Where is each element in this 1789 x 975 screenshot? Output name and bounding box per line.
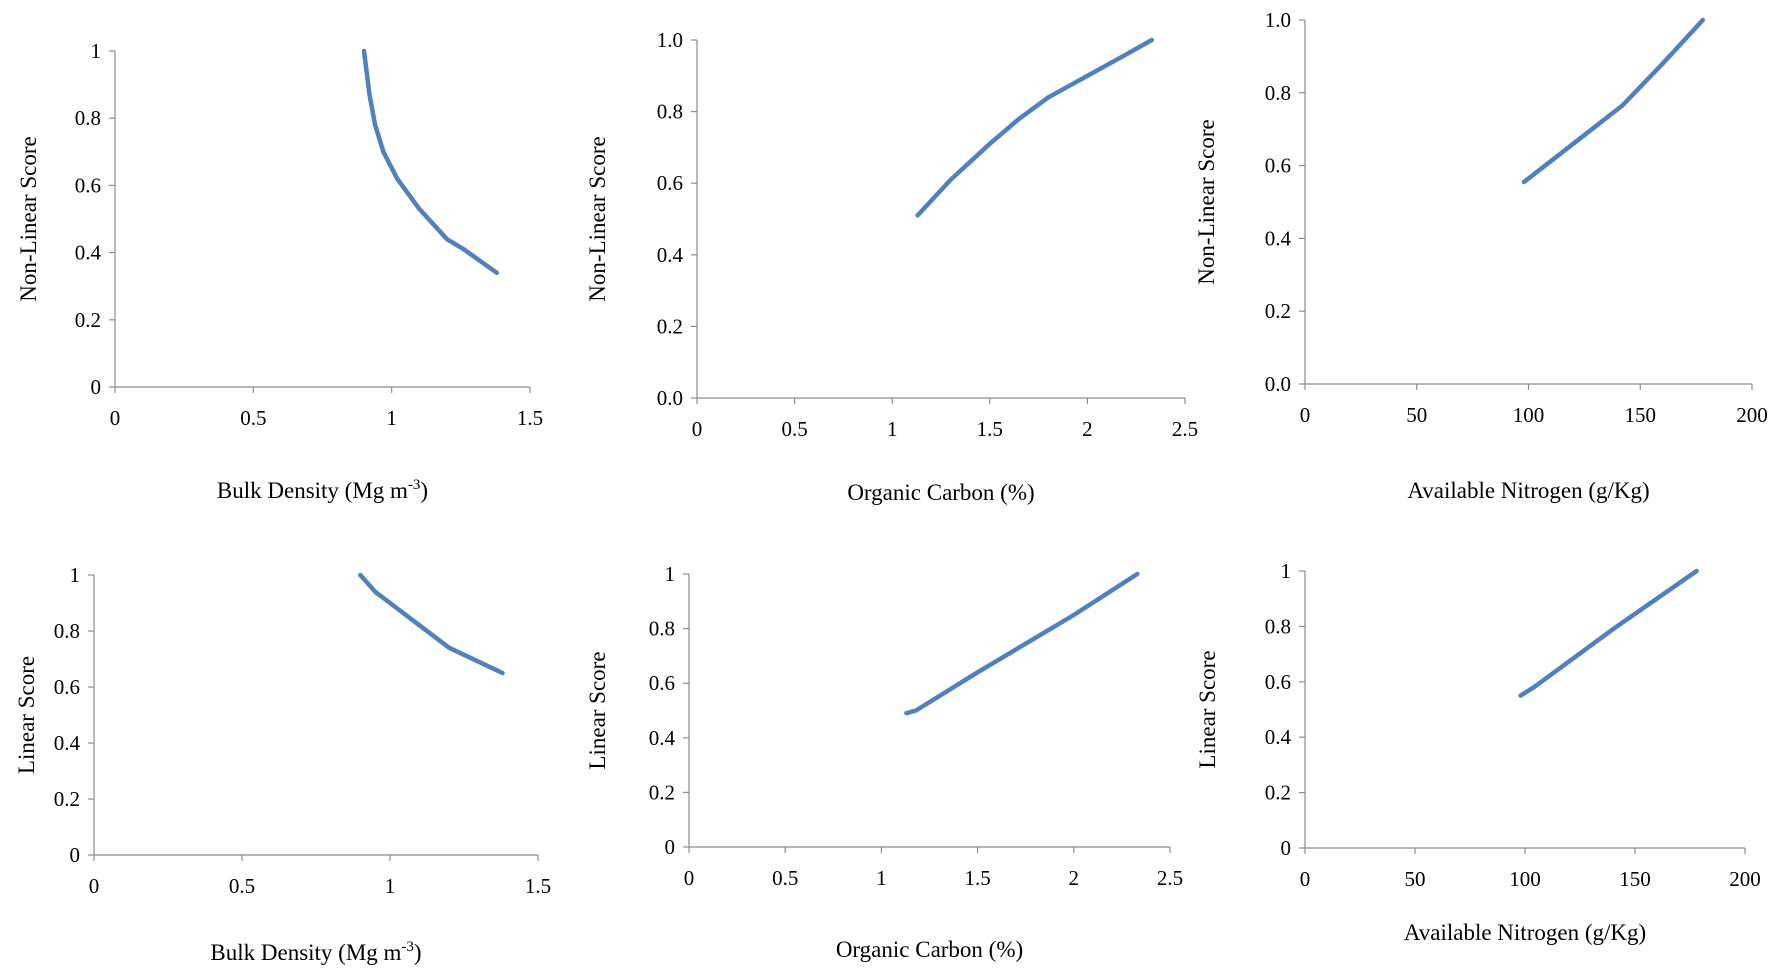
y-tick-label: 0.2 <box>1265 781 1291 805</box>
y-tick-label: 0 <box>70 843 81 867</box>
x-tick-label: 0 <box>692 417 703 441</box>
x-tick-label: 0.5 <box>229 874 255 898</box>
chart-panel-1: 0 0.2 0.4 0.6 0.8 1 0 0.5 1 1.5 Non-Linear Score Bu… <box>16 39 543 503</box>
chart-panel-4: 0 0.2 0.4 0.6 0.8 1 0 0.5 1 1.5 Linear Score Bulk D… <box>14 563 551 965</box>
y-axis-title: Non-Linear Score <box>16 136 41 301</box>
x-tick-label: 2 <box>1069 866 1080 890</box>
x-axis-title: Available Nitrogen (g/Kg) <box>1407 478 1649 503</box>
chart-panel-6: 0 0.2 0.4 0.6 0.8 1 0 50 100 150 200 Linear Score Av… <box>1195 559 1761 945</box>
y-tick-label: 1 <box>1281 559 1292 583</box>
series-line <box>1518 568 1699 698</box>
x-tick-label: 2 <box>1082 417 1093 441</box>
x-tick-label: 1.5 <box>964 866 990 890</box>
x-tick-label: 50 <box>1405 867 1426 891</box>
y-tick-label: 0 <box>91 375 102 399</box>
x-tick-label: 1 <box>385 874 396 898</box>
y-axis-title: Non-Linear Score <box>1194 119 1219 284</box>
y-tick-label: 1 <box>665 562 676 586</box>
y-tick-label: 0.4 <box>649 726 676 750</box>
x-axis-title: Organic Carbon (%) <box>847 480 1034 505</box>
y-tick-label: 0.4 <box>1265 725 1292 749</box>
y-tick-label: 0.0 <box>1265 372 1291 396</box>
y-tick-label: 0.8 <box>54 619 80 643</box>
x-tick-label: 1.5 <box>517 406 543 430</box>
chart-panel-5: 0 0.2 0.4 0.6 0.8 1 0 0.5 1 1.5 2 2.5 Linear Score Or… <box>585 562 1183 962</box>
x-tick-label: 1 <box>386 406 397 430</box>
x-tick-label: 150 <box>1619 867 1651 891</box>
y-tick-label: 0.8 <box>1265 81 1291 105</box>
series-line <box>915 37 1155 218</box>
y-tick-label: 0.0 <box>657 386 683 410</box>
x-axis-title-superscript: -3 <box>401 939 414 955</box>
y-tick-label: 0.4 <box>75 241 102 265</box>
y-tick-label: 0.2 <box>657 314 683 338</box>
x-axis-title: Available Nitrogen (g/Kg) <box>1404 920 1646 945</box>
series-line <box>904 571 1140 716</box>
y-tick-label: 1 <box>70 563 81 587</box>
x-axis-title: Bulk Density (Mg m-3) <box>210 939 421 965</box>
y-tick-label: 0.8 <box>657 100 683 124</box>
y-tick-label: 0.6 <box>75 173 101 197</box>
series-line <box>1521 17 1706 185</box>
x-axis-title: Bulk Density (Mg m-3) <box>217 477 428 503</box>
y-tick-label: 0.6 <box>1265 670 1291 694</box>
x-tick-label: 1.5 <box>977 417 1003 441</box>
x-tick-label: 0.5 <box>240 406 266 430</box>
series-line <box>361 48 500 276</box>
x-tick-label: 2.5 <box>1157 866 1183 890</box>
series-line <box>358 572 505 676</box>
x-tick-label: 2.5 <box>1172 417 1198 441</box>
y-axis-title: Linear Score <box>585 651 610 769</box>
x-tick-label: 0 <box>1300 403 1311 427</box>
y-tick-label: 1.0 <box>657 28 683 52</box>
y-tick-label: 0.6 <box>657 171 683 195</box>
x-tick-label: 100 <box>1509 867 1541 891</box>
y-tick-label: 0.2 <box>75 308 101 332</box>
y-tick-label: 0 <box>665 835 676 859</box>
y-tick-label: 1 <box>91 39 102 63</box>
y-tick-label: 0.4 <box>1265 226 1292 250</box>
y-tick-label: 0.8 <box>75 106 101 130</box>
x-tick-label: 50 <box>1406 403 1427 427</box>
x-axis-title-end: ) <box>414 940 422 965</box>
y-tick-label: 0.6 <box>649 671 675 695</box>
x-tick-label: 0.5 <box>772 866 798 890</box>
x-axis-title-end: ) <box>420 478 428 503</box>
y-axis-title: Non-Linear Score <box>585 136 610 301</box>
x-tick-label: 200 <box>1736 403 1768 427</box>
x-tick-label: 1 <box>876 866 887 890</box>
y-tick-label: 0 <box>1281 836 1292 860</box>
x-tick-label: 200 <box>1729 867 1761 891</box>
y-axis-title: Linear Score <box>1195 650 1220 768</box>
y-tick-label: 0.2 <box>649 780 675 804</box>
y-tick-label: 0.8 <box>649 617 675 641</box>
chart-panel-3: 0.0 0.2 0.4 0.6 0.8 1.0 0 50 100 150 200 Non-Linear… <box>1194 8 1768 503</box>
x-tick-label: 0.5 <box>781 417 807 441</box>
y-tick-label: 0.2 <box>54 787 80 811</box>
chart-panel-2: 0.0 0.2 0.4 0.6 0.8 1.0 0 0.5 1 1.5 2 2.5 Non-Linear… <box>585 28 1198 505</box>
x-tick-label: 1 <box>887 417 898 441</box>
y-tick-label: 0.6 <box>1265 154 1291 178</box>
y-tick-label: 0.4 <box>54 731 81 755</box>
x-tick-label: 0 <box>110 406 121 430</box>
x-tick-label: 1.5 <box>525 874 551 898</box>
x-tick-label: 0 <box>1300 867 1311 891</box>
y-tick-label: 0.6 <box>54 675 80 699</box>
x-tick-label: 0 <box>89 874 100 898</box>
y-tick-label: 0.2 <box>1265 299 1291 323</box>
y-tick-label: 1.0 <box>1265 8 1291 32</box>
x-axis-title: Organic Carbon (%) <box>836 937 1023 962</box>
x-tick-label: 100 <box>1513 403 1545 427</box>
y-axis-title: Linear Score <box>14 656 39 774</box>
x-axis-title-superscript: -3 <box>408 477 421 493</box>
x-tick-label: 0 <box>684 866 695 890</box>
y-tick-label: 0.4 <box>657 243 684 267</box>
x-tick-label: 150 <box>1625 403 1657 427</box>
y-tick-label: 0.8 <box>1265 614 1291 638</box>
